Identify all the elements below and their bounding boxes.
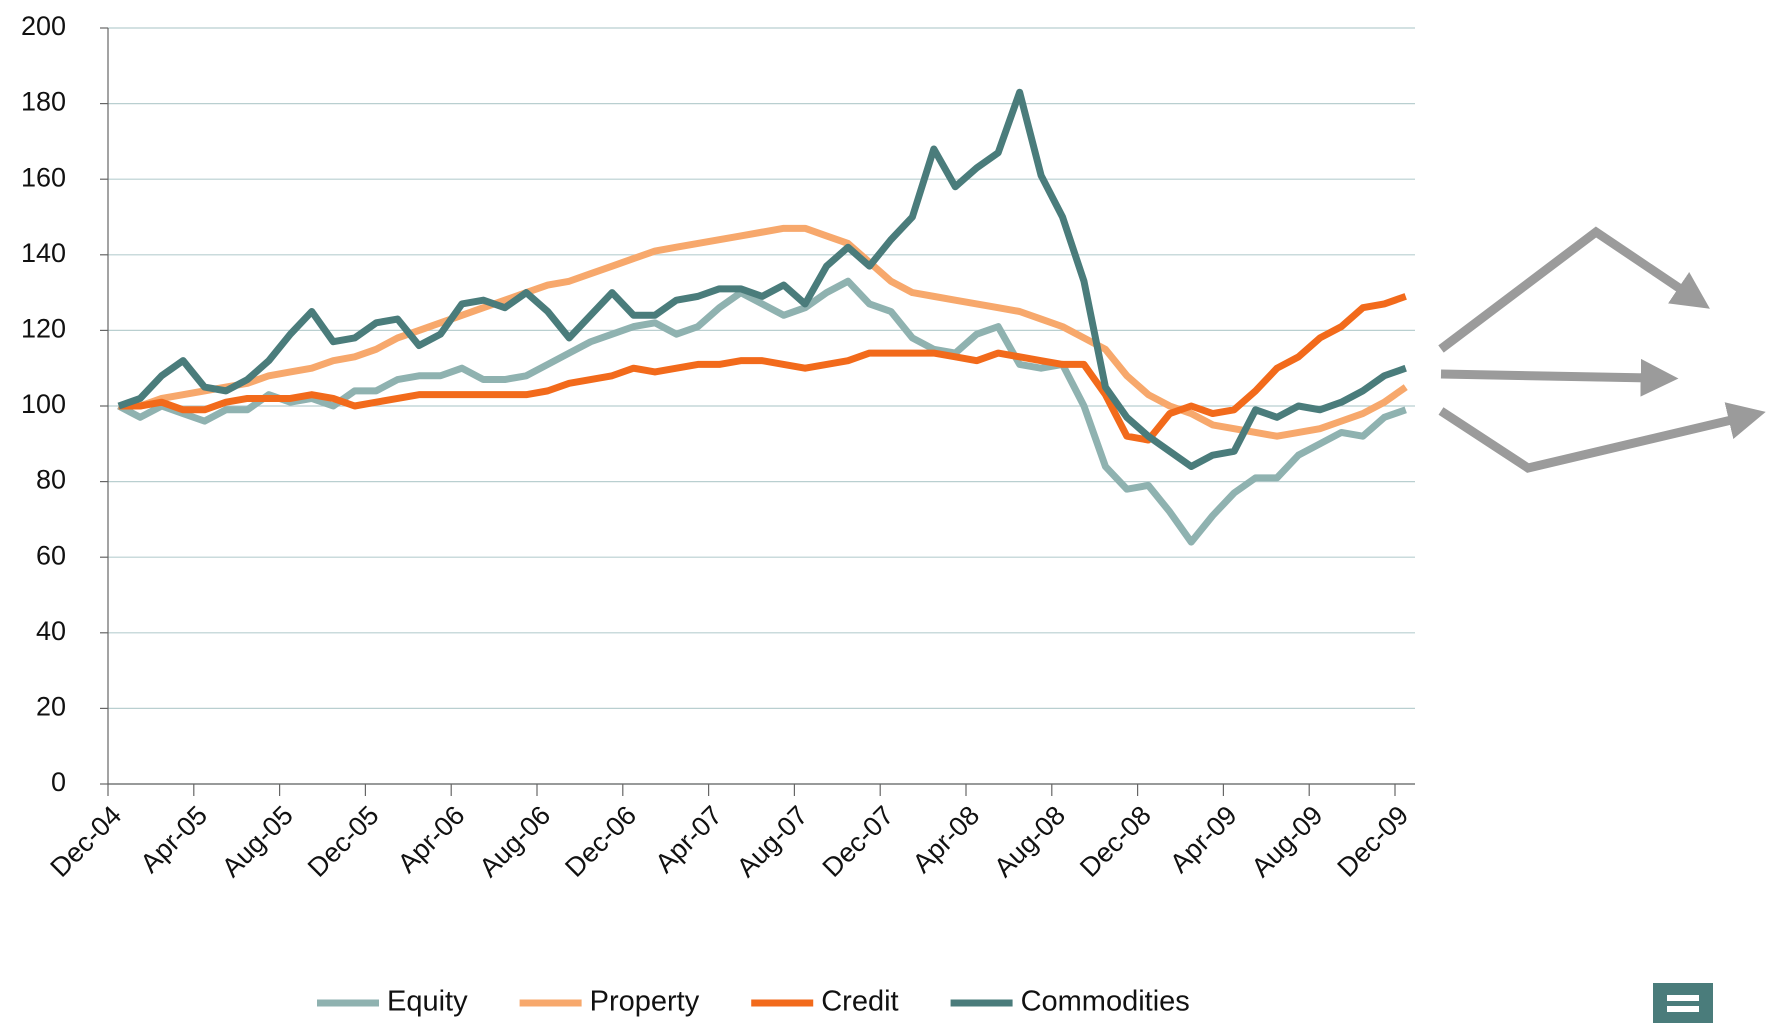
x-tick-label: Dec-06 xyxy=(559,800,642,883)
legend-label: Credit xyxy=(821,986,898,1018)
x-tick-label: Apr-06 xyxy=(392,800,471,879)
y-tick-label: 80 xyxy=(36,465,66,495)
x-tick-label: Apr-07 xyxy=(649,800,728,879)
x-tick-label: Aug-07 xyxy=(731,800,814,883)
legend-label: Commodities xyxy=(1021,986,1190,1018)
x-tick-label: Dec-04 xyxy=(45,800,128,883)
legend-label: Property xyxy=(590,986,700,1018)
legend-label: Equity xyxy=(387,986,468,1018)
y-tick-label: 160 xyxy=(21,162,66,192)
y-tick-label: 60 xyxy=(36,540,66,570)
x-tick-label: Aug-08 xyxy=(988,800,1071,883)
y-tick-label: 200 xyxy=(21,11,66,41)
decorative-arrows xyxy=(1438,226,1766,473)
x-tick-label: Aug-05 xyxy=(216,800,299,883)
menu-button[interactable] xyxy=(1653,983,1713,1023)
y-tick-label: 20 xyxy=(36,692,66,722)
x-tick-label: Aug-09 xyxy=(1246,800,1329,883)
menu-icon-line xyxy=(1667,1006,1699,1012)
y-tick-label: 140 xyxy=(21,238,66,268)
menu-button-bg[interactable] xyxy=(1653,983,1713,1023)
series-line xyxy=(118,293,1407,444)
x-tick-label: Apr-05 xyxy=(135,800,214,879)
x-tick-label: Dec-05 xyxy=(302,800,385,883)
y-tick-label: 100 xyxy=(21,389,66,419)
y-tick-label: 120 xyxy=(21,314,66,344)
series-line xyxy=(117,277,1407,546)
x-tick-label: Aug-06 xyxy=(473,800,556,883)
x-tick-label: Apr-09 xyxy=(1164,800,1243,879)
x-tick-label: Dec-07 xyxy=(817,800,900,883)
arrow-down xyxy=(1438,402,1766,473)
series-line xyxy=(117,88,1407,470)
menu-icon-line xyxy=(1667,995,1699,1001)
y-tick-label: 40 xyxy=(36,616,66,646)
x-tick-label: Dec-08 xyxy=(1074,800,1157,883)
x-tick-label: Dec-09 xyxy=(1332,800,1415,883)
x-tick-label: Apr-08 xyxy=(907,800,986,879)
y-tick-label: 0 xyxy=(51,767,66,797)
arrow-up xyxy=(1438,226,1710,353)
series-line xyxy=(118,224,1408,440)
arrow-flat xyxy=(1440,358,1679,397)
y-tick-label: 180 xyxy=(21,87,66,117)
